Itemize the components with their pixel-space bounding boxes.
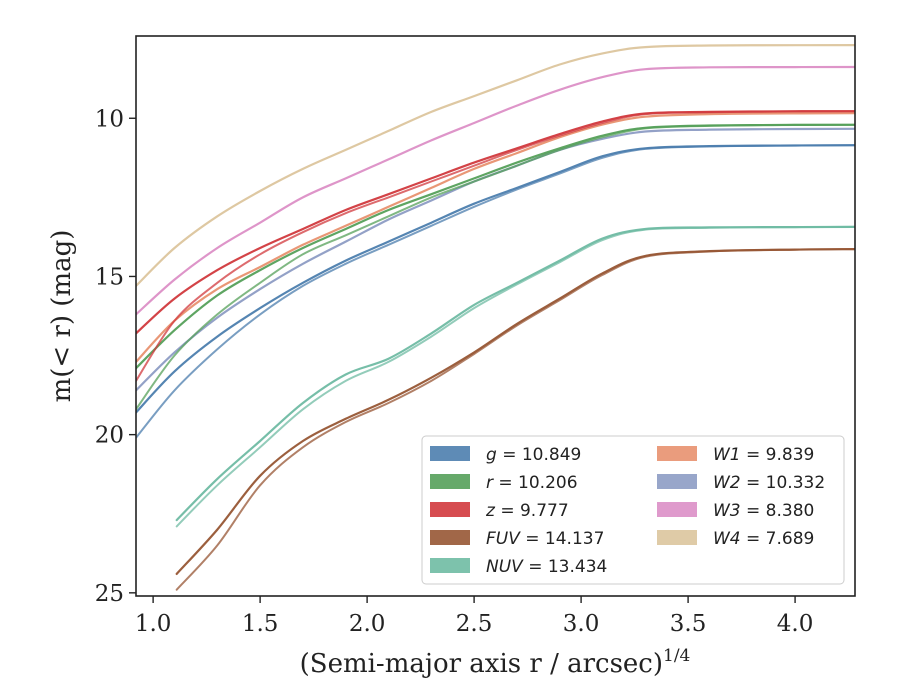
series-line-alt-nuv	[175, 225, 855, 528]
legend-band-name: r	[486, 473, 494, 493]
x-tick-label: 3.5	[670, 611, 707, 637]
series-w1	[136, 112, 855, 363]
legend-item-fuv: FUV = 14.137	[430, 529, 604, 549]
x-tick-label: 4.0	[777, 611, 814, 637]
series-line-alt-fuv	[175, 248, 855, 591]
y-tick-label: 20	[95, 423, 124, 449]
series-z	[136, 110, 855, 382]
legend-swatch	[430, 530, 470, 545]
legend-band-name: z	[485, 501, 496, 521]
series-line-w3	[136, 65, 855, 316]
legend-band-name: W1	[713, 445, 741, 465]
x-tick-label: 1.5	[242, 611, 279, 637]
x-axis: 1.0 1.5 2.0 2.5 3.0 3.5 4.0	[135, 596, 814, 637]
legend-band-total: = 14.137	[520, 529, 605, 549]
legend-swatch	[430, 474, 470, 489]
legend-label: z = 9.777	[485, 501, 569, 521]
legend-band-total: = 9.839	[741, 445, 815, 465]
series-g	[136, 144, 855, 439]
legend-band-total: = 10.332	[741, 473, 826, 493]
legend-swatch	[657, 474, 697, 489]
legend-band-total: = 10.849	[497, 445, 582, 465]
x-tick-label: 3.0	[563, 611, 600, 637]
legend-band-total: = 9.777	[495, 501, 569, 521]
series-line-alt-g	[136, 144, 855, 439]
series-line-w1	[136, 112, 855, 363]
legend-band-name: g	[486, 445, 497, 465]
legend-label: W3 = 8.380	[713, 501, 814, 521]
legend-label: W2 = 10.332	[713, 473, 825, 493]
series-w4	[136, 44, 855, 287]
legend-band-name: W4	[713, 529, 741, 549]
legend-swatch	[430, 446, 470, 461]
series-fuv	[175, 248, 855, 591]
y-tick-label: 10	[95, 106, 124, 132]
series-layer	[136, 44, 855, 591]
legend-label: W4 = 7.689	[713, 529, 814, 549]
legend-swatch	[657, 446, 697, 461]
plot-frame	[135, 35, 856, 597]
legend-label: NUV = 13.434	[486, 557, 607, 577]
legend-label: g = 10.849	[486, 445, 581, 465]
series-w3	[136, 65, 855, 316]
legend-item-g: g = 10.849	[430, 445, 581, 465]
series-line-alt-z	[136, 110, 855, 382]
legend-item-w3: W3 = 8.380	[657, 501, 814, 521]
legend-swatch	[430, 502, 470, 517]
legend-label: W1 = 9.839	[713, 445, 814, 465]
x-axis-title: (Semi-major axis r / arcsec)1/4	[300, 646, 691, 679]
legend-band-name: NUV	[486, 557, 524, 577]
legend-label: r = 10.206	[486, 473, 578, 493]
legend-band-name: W2	[713, 473, 741, 493]
legend-item-z: z = 9.777	[430, 501, 569, 521]
legend-item-w2: W2 = 10.332	[657, 473, 825, 493]
legend-band-total: = 13.434	[523, 557, 608, 577]
legend-swatch	[657, 530, 697, 545]
series-nuv	[175, 225, 855, 528]
legend-swatch	[430, 558, 470, 573]
x-tick-label: 2.5	[456, 611, 493, 637]
legend-band-total: = 8.380	[741, 501, 815, 521]
x-tick-label: 1.0	[135, 611, 172, 637]
legend-item-w1: W1 = 9.839	[657, 445, 814, 465]
legend-band-name: FUV	[486, 529, 521, 549]
series-line-w4	[136, 44, 855, 287]
legend-item-nuv: NUV = 13.434	[430, 557, 607, 577]
legend-label: FUV = 14.137	[486, 529, 604, 549]
series-line-alt-r	[136, 123, 855, 411]
y-tick-label: 25	[95, 581, 124, 607]
y-axis-title: m(< r) (mag)	[47, 230, 77, 403]
y-tick-label: 15	[95, 264, 124, 290]
legend-band-total: = 10.206	[493, 473, 578, 493]
y-axis: 10 15 20 25	[95, 106, 136, 607]
legend-item-w4: W4 = 7.689	[657, 529, 814, 549]
x-tick-label: 2.0	[349, 611, 386, 637]
x-axis-title-superscript: 1/4	[663, 646, 690, 666]
series-r	[136, 123, 855, 411]
legend-swatch	[657, 502, 697, 517]
x-axis-title-text: (Semi-major axis r / arcsec)	[300, 649, 663, 679]
legend-box	[421, 435, 845, 585]
legend-item-r: r = 10.206	[430, 473, 578, 493]
legend-band-name: W3	[713, 501, 741, 521]
legend-band-total: = 7.689	[741, 529, 815, 549]
